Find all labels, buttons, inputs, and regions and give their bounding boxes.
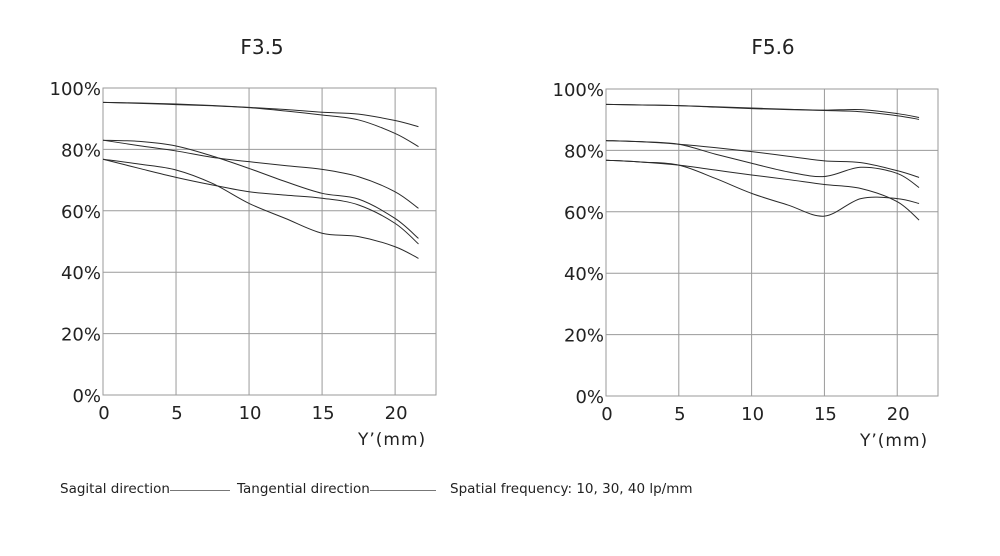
x-tick-label: 5 (674, 404, 685, 425)
chart-title: F5.6 (751, 35, 794, 59)
x-axis-label: Y’(mm) (859, 431, 928, 451)
mtf-curve-40-lp-mm-a- (605, 159, 920, 221)
y-tick-label: 100% (553, 80, 604, 101)
plot-frame (605, 88, 939, 397)
x-axis-label: Y’(mm) (357, 430, 426, 450)
chart-1: F5.6 0% 20% 40% 60% 80% 100% 0 5 10 15 20 Y’(mm) (553, 35, 939, 451)
mtf-curve-10-lp-mm-a- (102, 101, 419, 128)
x-tick-label: 5 (171, 403, 182, 424)
mtf-curve-30-lp-mm-a- (102, 139, 419, 239)
mtf-curve-40-lp-mm-b- (102, 158, 419, 245)
x-tick-label: 10 (741, 404, 764, 425)
x-tick-label: 0 (98, 403, 109, 424)
y-tick-label: 0% (575, 387, 604, 408)
y-tick-label: 40% (61, 263, 101, 284)
y-tick-label: 60% (564, 203, 604, 224)
mtf-curve-30-lp-mm-a- (605, 140, 920, 178)
legend-sagital-line (170, 490, 230, 491)
y-tick-label: 20% (564, 326, 604, 347)
y-tick-label: 100% (50, 79, 101, 100)
x-tick-label: 20 (887, 404, 910, 425)
y-tick-label: 80% (564, 141, 604, 162)
x-tick-label: 15 (312, 403, 335, 424)
legend-tangential-label: Tangential direction (237, 481, 370, 497)
legend-tangential-line (370, 490, 436, 491)
mtf-curve-40-lp-mm-b- (605, 159, 920, 217)
x-tick-label: 15 (814, 404, 837, 425)
y-tick-label: 60% (61, 202, 101, 223)
mtf-curve-10-lp-mm-a- (605, 103, 920, 119)
chart-title: F3.5 (240, 35, 283, 59)
mtf-curve-10-lp-mm-b- (102, 101, 419, 148)
mtf-curve-30-lp-mm-b- (605, 140, 920, 188)
mtf-curve-10-lp-mm-b- (605, 103, 920, 120)
y-tick-label: 40% (564, 264, 604, 285)
y-tick-label: 0% (72, 386, 101, 407)
legend-sagital-label: Sagital direction (60, 481, 170, 497)
x-tick-label: 10 (239, 403, 262, 424)
y-tick-label: 20% (61, 325, 101, 346)
legend-frequency-label: Spatial frequency: 10, 30, 40 lp/mm (450, 481, 693, 497)
x-tick-label: 20 (385, 403, 408, 424)
chart-0: F3.5 0% 20% 40% 60% 80% 100% 0 5 10 15 20 Y’(mm) (50, 35, 437, 450)
mtf-curve-40-lp-mm-a- (102, 158, 419, 259)
y-tick-label: 80% (61, 140, 101, 161)
plot-frame (102, 87, 437, 396)
x-tick-label: 0 (601, 404, 612, 425)
mtf-curve-30-lp-mm-b- (102, 139, 419, 209)
